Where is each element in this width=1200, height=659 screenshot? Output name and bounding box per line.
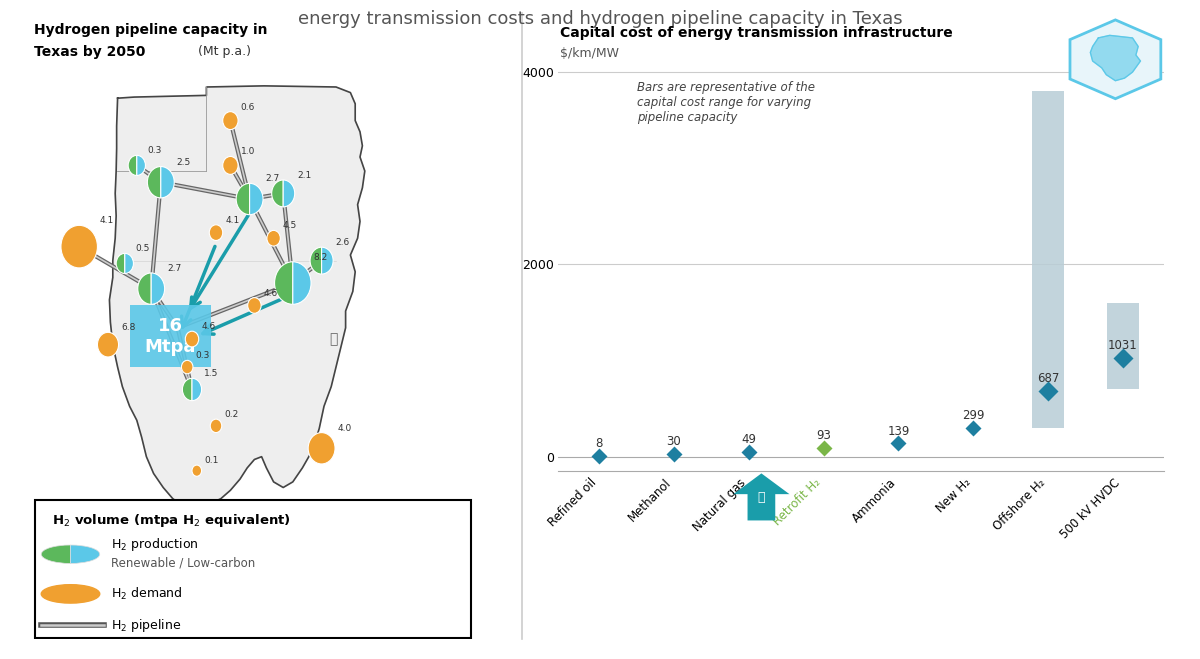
Polygon shape — [109, 86, 365, 510]
Circle shape — [185, 331, 199, 347]
Wedge shape — [293, 262, 311, 304]
Text: Capital cost of energy transmission infrastructure: Capital cost of energy transmission infr… — [560, 26, 953, 40]
Text: 1.0: 1.0 — [240, 148, 254, 156]
Text: 139: 139 — [887, 424, 910, 438]
Circle shape — [223, 156, 238, 175]
Circle shape — [97, 332, 119, 357]
Polygon shape — [1070, 20, 1160, 99]
Text: 1.5: 1.5 — [204, 369, 218, 378]
Circle shape — [181, 360, 193, 374]
Text: 2.1: 2.1 — [298, 171, 311, 180]
Text: ⛹: ⛹ — [757, 491, 766, 504]
Wedge shape — [148, 167, 161, 198]
Text: 4.5: 4.5 — [283, 221, 296, 231]
Wedge shape — [116, 253, 125, 273]
Circle shape — [209, 225, 223, 241]
Text: 2.5: 2.5 — [176, 158, 191, 167]
Text: H$_2$ production: H$_2$ production — [112, 536, 199, 553]
Wedge shape — [271, 180, 283, 207]
Text: 0.1: 0.1 — [204, 456, 218, 465]
Text: Texas by 2050: Texas by 2050 — [34, 45, 145, 59]
Text: H$_2$ demand: H$_2$ demand — [112, 586, 182, 602]
Text: 0.3: 0.3 — [196, 351, 210, 360]
Polygon shape — [1091, 36, 1140, 80]
Circle shape — [223, 111, 238, 130]
Text: 6.8: 6.8 — [121, 324, 136, 332]
Wedge shape — [322, 247, 334, 274]
Text: 0.2: 0.2 — [224, 410, 239, 419]
Text: 8: 8 — [595, 437, 602, 450]
Wedge shape — [151, 273, 164, 304]
Text: 4.1: 4.1 — [226, 215, 239, 225]
Bar — [1032, 91, 1063, 428]
Text: 4.6: 4.6 — [264, 289, 277, 298]
Wedge shape — [250, 183, 263, 215]
Text: 30: 30 — [666, 435, 682, 448]
Wedge shape — [71, 545, 100, 563]
Text: 16
Mtpa: 16 Mtpa — [145, 317, 196, 356]
Text: 93: 93 — [816, 429, 832, 442]
FancyArrow shape — [733, 473, 790, 521]
Wedge shape — [138, 273, 151, 304]
Text: Renewable / Low-carbon: Renewable / Low-carbon — [112, 556, 256, 569]
Text: Hydrogen pipeline capacity in: Hydrogen pipeline capacity in — [34, 22, 268, 36]
Text: 4.6: 4.6 — [202, 322, 215, 331]
Text: 0.6: 0.6 — [240, 103, 254, 111]
Text: 49: 49 — [742, 433, 756, 446]
Text: 0.5: 0.5 — [136, 244, 150, 253]
Wedge shape — [310, 247, 322, 274]
Circle shape — [247, 298, 262, 313]
Text: H$_2$ volume (mtpa H$_2$ equivalent): H$_2$ volume (mtpa H$_2$ equivalent) — [53, 511, 292, 529]
Wedge shape — [182, 378, 192, 401]
Text: 8.2: 8.2 — [313, 253, 328, 262]
Wedge shape — [275, 262, 293, 304]
Text: (Mt p.a.): (Mt p.a.) — [194, 45, 252, 58]
Wedge shape — [128, 156, 137, 175]
Text: Bars are representative of the
capital cost range for varying
pipeline capacity: Bars are representative of the capital c… — [636, 81, 815, 125]
Text: H$_2$ pipeline: H$_2$ pipeline — [112, 617, 181, 633]
Wedge shape — [161, 167, 174, 198]
Circle shape — [192, 465, 202, 476]
Circle shape — [210, 419, 222, 432]
Bar — [1108, 302, 1139, 389]
Text: 0.3: 0.3 — [148, 146, 162, 156]
Bar — [130, 306, 211, 367]
Circle shape — [61, 225, 97, 268]
Text: 687: 687 — [1037, 372, 1060, 385]
Text: ⛴: ⛴ — [330, 332, 337, 346]
Text: 1031: 1031 — [1108, 339, 1138, 352]
Circle shape — [266, 231, 281, 246]
Text: 2.6: 2.6 — [336, 238, 349, 247]
Wedge shape — [125, 253, 133, 273]
Text: $3.9 bn p.a. system benefit to using repurposed natural gas
pipelines that would: $3.9 bn p.a. system benefit to using rep… — [662, 550, 1067, 623]
Wedge shape — [41, 545, 71, 563]
Text: energy transmission costs and hydrogen pipeline capacity in Texas: energy transmission costs and hydrogen p… — [298, 10, 902, 28]
Wedge shape — [137, 156, 145, 175]
Text: 4.0: 4.0 — [337, 424, 352, 432]
Text: 2.7: 2.7 — [265, 175, 280, 183]
Wedge shape — [192, 378, 202, 401]
Text: $/km/MW: $/km/MW — [560, 47, 619, 61]
Text: 299: 299 — [962, 409, 984, 422]
Text: 4.1: 4.1 — [100, 216, 114, 225]
Wedge shape — [236, 183, 250, 215]
Text: 2.7: 2.7 — [167, 264, 181, 273]
Circle shape — [41, 585, 100, 603]
Circle shape — [308, 432, 335, 464]
Wedge shape — [283, 180, 295, 207]
FancyBboxPatch shape — [35, 500, 470, 638]
